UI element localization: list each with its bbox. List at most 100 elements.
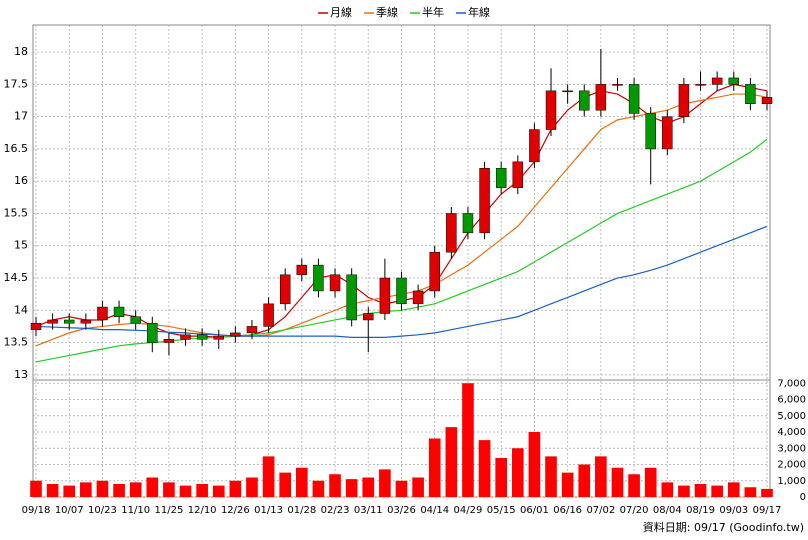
candle-body bbox=[761, 97, 773, 104]
source-note: 資料日期: 09/17 (Goodinfo.tw) bbox=[643, 520, 804, 534]
candle-body bbox=[63, 319, 75, 324]
candle-body bbox=[97, 306, 108, 321]
volume-bar bbox=[345, 479, 358, 497]
candle-body bbox=[446, 213, 457, 253]
candle-body bbox=[113, 306, 125, 317]
candle-body bbox=[246, 326, 258, 334]
candle-body bbox=[645, 113, 656, 150]
volume-bar bbox=[628, 474, 640, 497]
candle-body bbox=[479, 168, 490, 234]
volume-tick-label: 5,000 bbox=[777, 411, 806, 422]
volume-bar bbox=[478, 440, 491, 497]
volume-bar bbox=[462, 383, 474, 497]
x-tick-label: 01/13 bbox=[254, 505, 283, 516]
candle-body bbox=[396, 277, 407, 305]
volume-bar bbox=[163, 482, 175, 497]
candle-body bbox=[379, 277, 391, 314]
volume-tick-label: 1,000 bbox=[777, 476, 806, 487]
candle-body bbox=[711, 77, 723, 85]
volume-bar bbox=[63, 485, 76, 497]
volume-tick-label: 6,000 bbox=[777, 395, 806, 406]
legend-label: 年線 bbox=[468, 5, 490, 19]
volume-bar bbox=[212, 485, 225, 497]
volume-bar bbox=[312, 480, 325, 497]
volume-bar bbox=[129, 482, 142, 497]
y-tick-label: 15 bbox=[14, 239, 28, 252]
volume-bar bbox=[661, 482, 674, 497]
y-tick-label: 15.5 bbox=[4, 206, 29, 219]
candle-body bbox=[147, 322, 158, 343]
candle-body bbox=[279, 274, 291, 305]
candle-body bbox=[363, 313, 374, 321]
candle-body bbox=[180, 334, 191, 340]
x-tick-label: 09/17 bbox=[753, 505, 782, 516]
x-tick-label: 07/02 bbox=[586, 505, 615, 516]
x-tick-label: 04/29 bbox=[454, 505, 483, 516]
volume-bar bbox=[578, 464, 591, 497]
x-tick-label: 08/19 bbox=[686, 505, 715, 516]
volume-bar bbox=[113, 484, 125, 497]
candle-body bbox=[595, 84, 607, 111]
x-tick-label: 03/26 bbox=[387, 505, 416, 516]
candle-body bbox=[163, 339, 175, 343]
x-tick-label: 03/11 bbox=[354, 505, 383, 516]
volume-bar bbox=[279, 472, 292, 497]
volume-bar bbox=[545, 456, 557, 497]
volume-bar bbox=[395, 480, 408, 497]
volume-tick-label: 0 bbox=[800, 492, 806, 503]
volume-bar bbox=[379, 469, 391, 497]
volume-bar bbox=[595, 456, 607, 497]
y-tick-label: 14.5 bbox=[4, 271, 29, 284]
volume-bar bbox=[495, 458, 507, 497]
y-tick-label: 16 bbox=[14, 174, 28, 187]
x-tick-label: 01/28 bbox=[287, 505, 316, 516]
legend-label: 月線 bbox=[330, 5, 352, 19]
x-tick-label: 11/10 bbox=[121, 505, 150, 516]
volume-bar bbox=[528, 432, 541, 497]
y-tick-label: 17 bbox=[14, 110, 28, 123]
candle-body bbox=[30, 322, 42, 330]
candle-body bbox=[196, 334, 208, 340]
volume-bar bbox=[727, 482, 740, 497]
x-tick-label: 07/20 bbox=[620, 505, 649, 516]
candle-body bbox=[695, 84, 706, 86]
volume-bar bbox=[80, 482, 92, 497]
volume-bar bbox=[711, 485, 723, 497]
candle-body bbox=[47, 319, 58, 324]
volume-bar bbox=[678, 485, 690, 497]
candle-body bbox=[313, 264, 324, 292]
volume-bar bbox=[262, 456, 275, 497]
candle-body bbox=[130, 316, 141, 324]
candle-body bbox=[612, 84, 623, 86]
x-tick-label: 05/15 bbox=[487, 505, 516, 516]
volume-bar bbox=[246, 477, 258, 497]
volume-bar bbox=[229, 480, 242, 497]
x-tick-label: 11/25 bbox=[154, 505, 183, 516]
x-tick-label: 10/23 bbox=[88, 505, 117, 516]
x-tick-label: 04/14 bbox=[420, 505, 449, 516]
volume-bar bbox=[428, 438, 441, 497]
volume-bar bbox=[445, 427, 458, 497]
volume-tick-label: 7,000 bbox=[777, 378, 806, 389]
volume-tick-label: 2,000 bbox=[777, 460, 806, 471]
volume-bar bbox=[296, 467, 308, 497]
volume-bar bbox=[46, 484, 59, 497]
volume-bar bbox=[146, 477, 159, 497]
candle-body bbox=[545, 90, 557, 130]
legend-label: 半年 bbox=[422, 5, 444, 19]
volume-bar bbox=[744, 487, 757, 497]
y-tick-label: 13.5 bbox=[4, 336, 29, 349]
volume-bar bbox=[196, 484, 208, 497]
candle-body bbox=[512, 161, 524, 188]
volume-bar bbox=[96, 480, 109, 497]
y-tick-label: 14 bbox=[14, 303, 28, 316]
candle-body bbox=[628, 84, 640, 114]
y-tick-label: 13 bbox=[14, 368, 28, 381]
volume-bar bbox=[412, 477, 424, 497]
volume-bar bbox=[362, 477, 375, 497]
volume-bar bbox=[694, 484, 707, 497]
x-tick-label: 12/10 bbox=[188, 505, 217, 516]
x-tick-label: 06/01 bbox=[520, 505, 549, 516]
legend-label: 季線 bbox=[376, 5, 398, 19]
